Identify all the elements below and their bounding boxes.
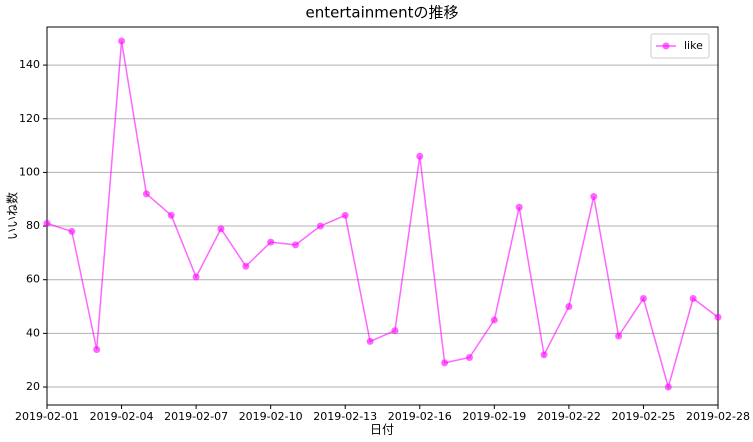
x-tick-label: 2019-02-19 <box>462 410 526 423</box>
x-tick-label: 2019-02-25 <box>611 410 675 423</box>
x-tick-label: 2019-02-07 <box>164 410 228 423</box>
y-tick-label: 120 <box>19 112 40 125</box>
series-line <box>46 40 719 390</box>
data-point <box>565 303 573 311</box>
y-tick-label: 140 <box>19 58 40 71</box>
y-axis-label: いいね数 <box>5 192 20 240</box>
data-point <box>590 193 598 201</box>
data-point <box>93 345 101 353</box>
data-point <box>192 273 200 281</box>
legend: like <box>650 33 710 59</box>
y-tick-label: 80 <box>26 219 40 232</box>
data-point <box>217 225 225 233</box>
data-point <box>490 316 498 324</box>
legend-box <box>650 33 710 59</box>
legend-label: like <box>684 39 703 52</box>
x-tick-label: 2019-02-16 <box>388 410 452 423</box>
data-point <box>540 351 548 359</box>
data-point <box>689 294 697 302</box>
x-tick-label: 2019-02-28 <box>686 410 750 423</box>
data-point <box>465 354 473 362</box>
data-point <box>341 211 349 219</box>
x-tick-label: 2019-02-04 <box>90 410 154 423</box>
data-point <box>515 203 523 211</box>
data-point <box>664 383 672 391</box>
y-tick-label: 40 <box>26 326 40 339</box>
data-point <box>441 359 449 367</box>
x-tick-label: 2019-02-13 <box>313 410 377 423</box>
data-point <box>68 227 76 235</box>
y-tick-label: 60 <box>26 273 40 286</box>
data-point <box>391 327 399 335</box>
x-axis-label: 日付 <box>370 423 394 437</box>
data-point <box>416 152 424 160</box>
data-point <box>316 222 324 230</box>
data-point <box>615 332 623 340</box>
chart-title: entertainmentの推移 <box>306 4 459 22</box>
data-point <box>714 313 722 321</box>
data-point <box>167 211 175 219</box>
x-tick-label: 2019-02-10 <box>239 410 303 423</box>
data-point <box>267 238 275 246</box>
plot-frame <box>46 26 719 406</box>
x-tick-label: 2019-02-22 <box>537 410 601 423</box>
data-point <box>366 337 374 345</box>
x-tick-label: 2019-02-01 <box>15 410 79 423</box>
data-point <box>242 262 250 270</box>
legend-marker <box>662 42 670 50</box>
data-point <box>43 219 51 227</box>
y-tick-label: 20 <box>26 380 40 393</box>
data-point <box>118 37 126 45</box>
y-tick-label: 100 <box>19 165 40 178</box>
data-point <box>292 241 300 249</box>
data-point <box>639 294 647 302</box>
data-point <box>142 190 150 198</box>
